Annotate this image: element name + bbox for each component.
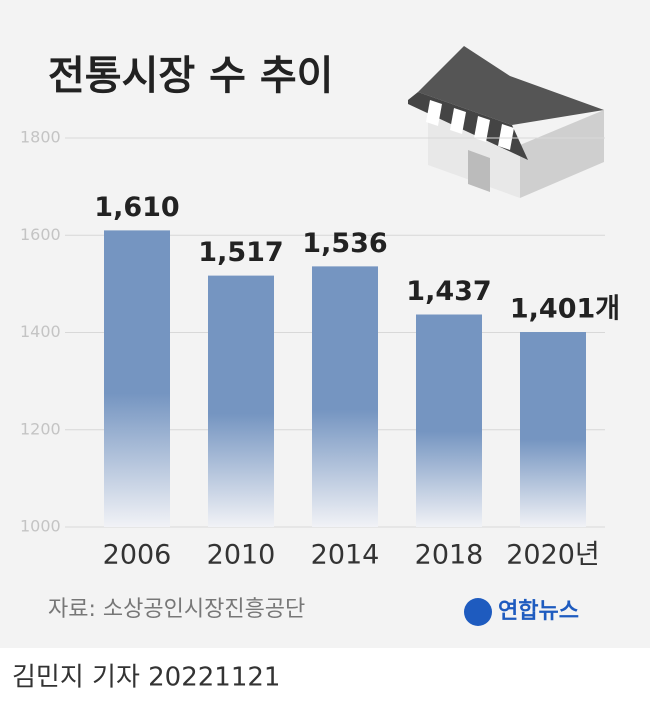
x-tick-label: 2020년 [506, 540, 600, 571]
bar [416, 314, 482, 527]
y-tick-label: 1600 [20, 225, 61, 244]
logo-mark [464, 598, 492, 626]
y-tick-label: 1800 [20, 128, 61, 147]
credit: 김민지 기자 20221121 [12, 663, 280, 693]
y-tick-label: 1200 [20, 419, 61, 438]
value-label: 1,536 [302, 228, 387, 259]
value-label: 1,610 [94, 192, 179, 223]
bar [312, 266, 378, 527]
bar [104, 230, 170, 527]
value-label: 1,437 [406, 276, 491, 307]
chart-title: 전통시장 수 추이 [48, 53, 333, 99]
x-tick-label: 2018 [415, 540, 484, 571]
value-label: 1,517 [198, 237, 283, 268]
y-tick-label: 1000 [20, 517, 61, 536]
store-icon [408, 46, 604, 198]
bar [520, 332, 586, 527]
x-tick-label: 2014 [311, 540, 380, 571]
bar [208, 275, 274, 527]
footer-background [0, 648, 650, 708]
source: 자료: 소상공인시장진흥공단 [48, 597, 305, 622]
logo: 연합뉴스 [498, 598, 579, 624]
x-tick-label: 2010 [207, 540, 276, 571]
value-label: 1,401개 [510, 294, 620, 325]
y-tick-label: 1400 [20, 322, 61, 341]
x-tick-label: 2006 [103, 540, 172, 571]
